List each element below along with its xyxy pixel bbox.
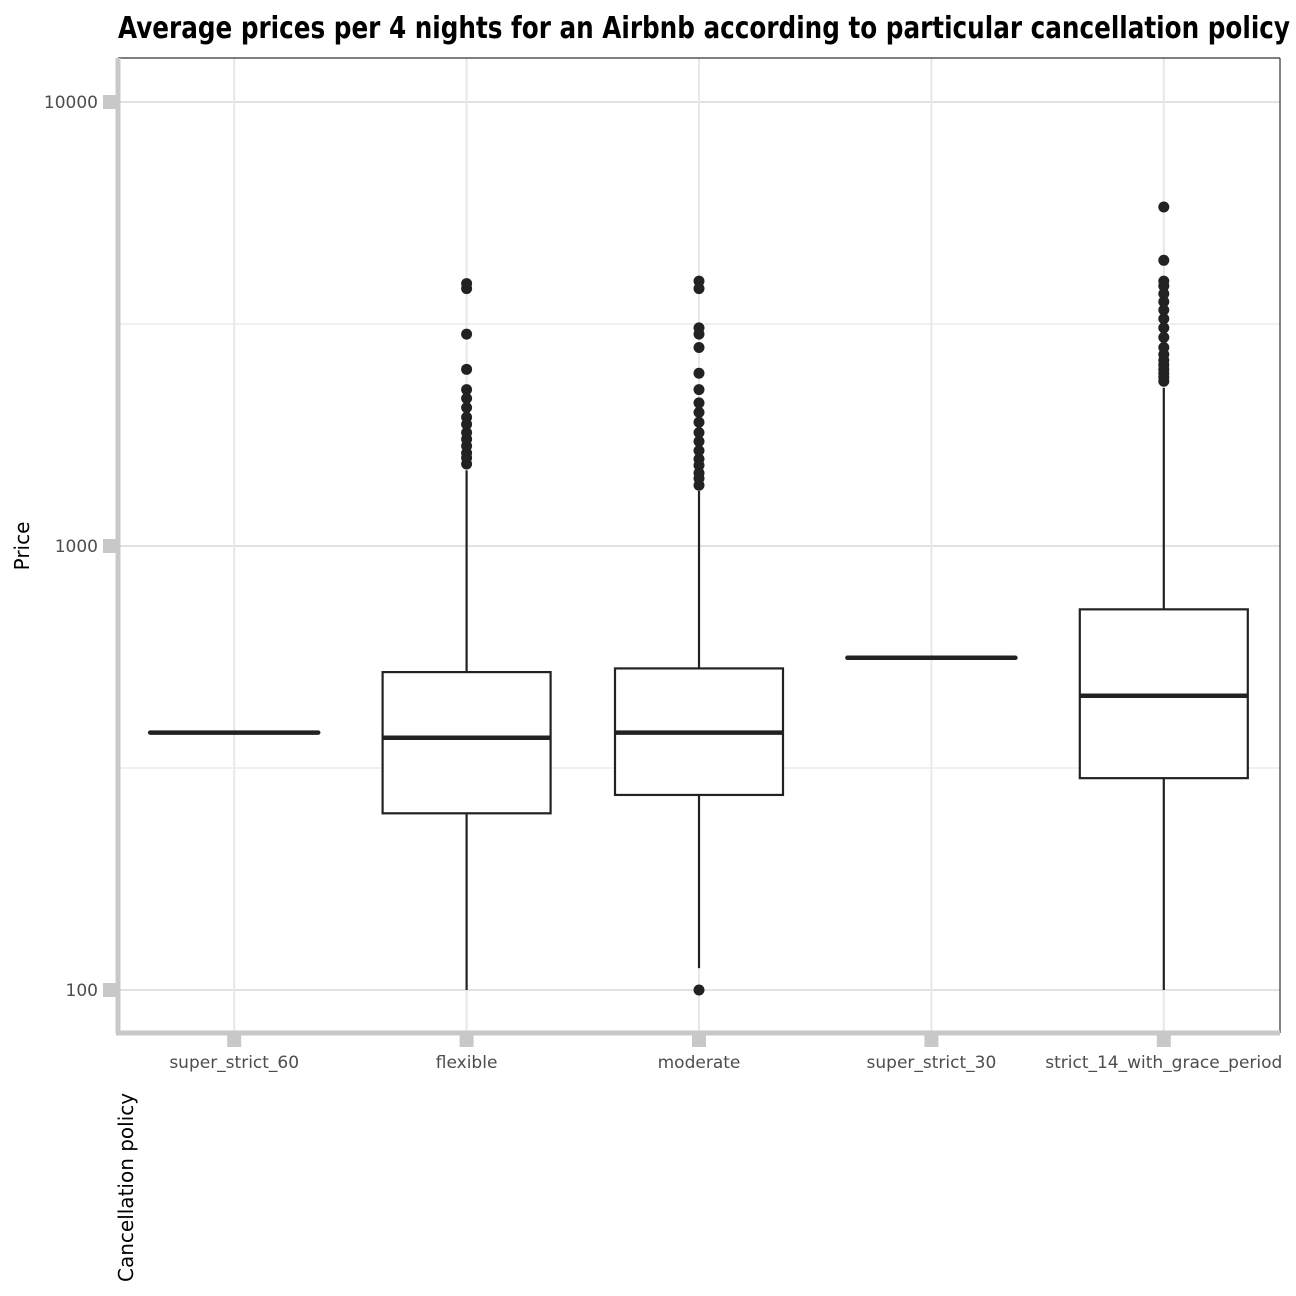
x-tick-mark bbox=[227, 1033, 242, 1047]
x-tick-mark bbox=[924, 1033, 939, 1047]
y-tick-label: 100 bbox=[66, 981, 98, 1001]
outlier-point bbox=[693, 275, 705, 287]
outlier-point bbox=[693, 467, 705, 479]
outlier-point bbox=[461, 328, 473, 340]
x-tick-label: flexible bbox=[436, 1053, 498, 1073]
outlier-point bbox=[693, 341, 705, 353]
outlier-point bbox=[461, 411, 473, 423]
box-moderate bbox=[613, 275, 785, 996]
outlier-point bbox=[1158, 313, 1170, 325]
y-tick-mark bbox=[103, 539, 118, 553]
outlier-point bbox=[461, 278, 473, 290]
x-tick-label: super_strict_30 bbox=[867, 1053, 997, 1073]
x-tick-mark bbox=[1156, 1033, 1171, 1047]
outlier-point bbox=[693, 367, 705, 379]
outlier-point bbox=[693, 384, 705, 396]
tick-labels-layer: 100 1000 10000 super_strict_60 flexible moder… bbox=[44, 93, 1282, 1073]
outlier-point bbox=[693, 322, 705, 334]
iqr-box bbox=[381, 670, 552, 815]
axes-layer bbox=[103, 58, 1280, 1047]
boxes-layer bbox=[147, 201, 1249, 996]
outlier-point bbox=[1158, 322, 1170, 334]
outlier-point bbox=[693, 397, 705, 409]
outlier-point bbox=[693, 416, 705, 428]
outlier-point bbox=[461, 363, 473, 375]
box-strict_14_with_grace_period bbox=[1078, 201, 1249, 990]
outlier-point bbox=[461, 392, 473, 404]
plot-frame-layer bbox=[118, 57, 1281, 1033]
outlier-point bbox=[693, 453, 705, 465]
y-tick-mark bbox=[103, 95, 118, 109]
y-tick-label: 1000 bbox=[55, 537, 98, 557]
outlier-point bbox=[693, 984, 705, 996]
x-tick-label: super_strict_60 bbox=[169, 1053, 299, 1073]
y-tick-label: 10000 bbox=[44, 93, 98, 113]
outlier-point bbox=[461, 427, 473, 439]
outlier-point bbox=[1158, 331, 1170, 343]
outlier-point bbox=[1158, 288, 1170, 300]
x-tick-label: strict_14_with_grace_period bbox=[1045, 1053, 1282, 1073]
outlier-point bbox=[1158, 275, 1170, 287]
outlier-point bbox=[1158, 341, 1170, 353]
outlier-point bbox=[1158, 254, 1170, 266]
outlier-point bbox=[1158, 201, 1170, 213]
x-tick-label: moderate bbox=[658, 1053, 741, 1073]
box-flexible bbox=[381, 278, 552, 990]
x-tick-mark bbox=[459, 1033, 474, 1047]
outlier-point bbox=[693, 427, 705, 439]
outlier-point bbox=[461, 384, 473, 396]
y-axis-title: Price bbox=[10, 522, 34, 571]
outlier-point bbox=[461, 402, 473, 414]
y-tick-mark bbox=[103, 983, 118, 997]
outlier-point bbox=[1158, 304, 1170, 316]
outlier-point bbox=[1158, 296, 1170, 308]
outlier-point bbox=[693, 435, 705, 447]
x-tick-mark bbox=[692, 1033, 706, 1047]
x-axis-title: Cancellation policy bbox=[114, 1093, 138, 1282]
outlier-point bbox=[693, 445, 705, 457]
outlier-point bbox=[693, 406, 705, 418]
chart-title: Average prices per 4 nights for an Airbn… bbox=[118, 11, 1290, 46]
